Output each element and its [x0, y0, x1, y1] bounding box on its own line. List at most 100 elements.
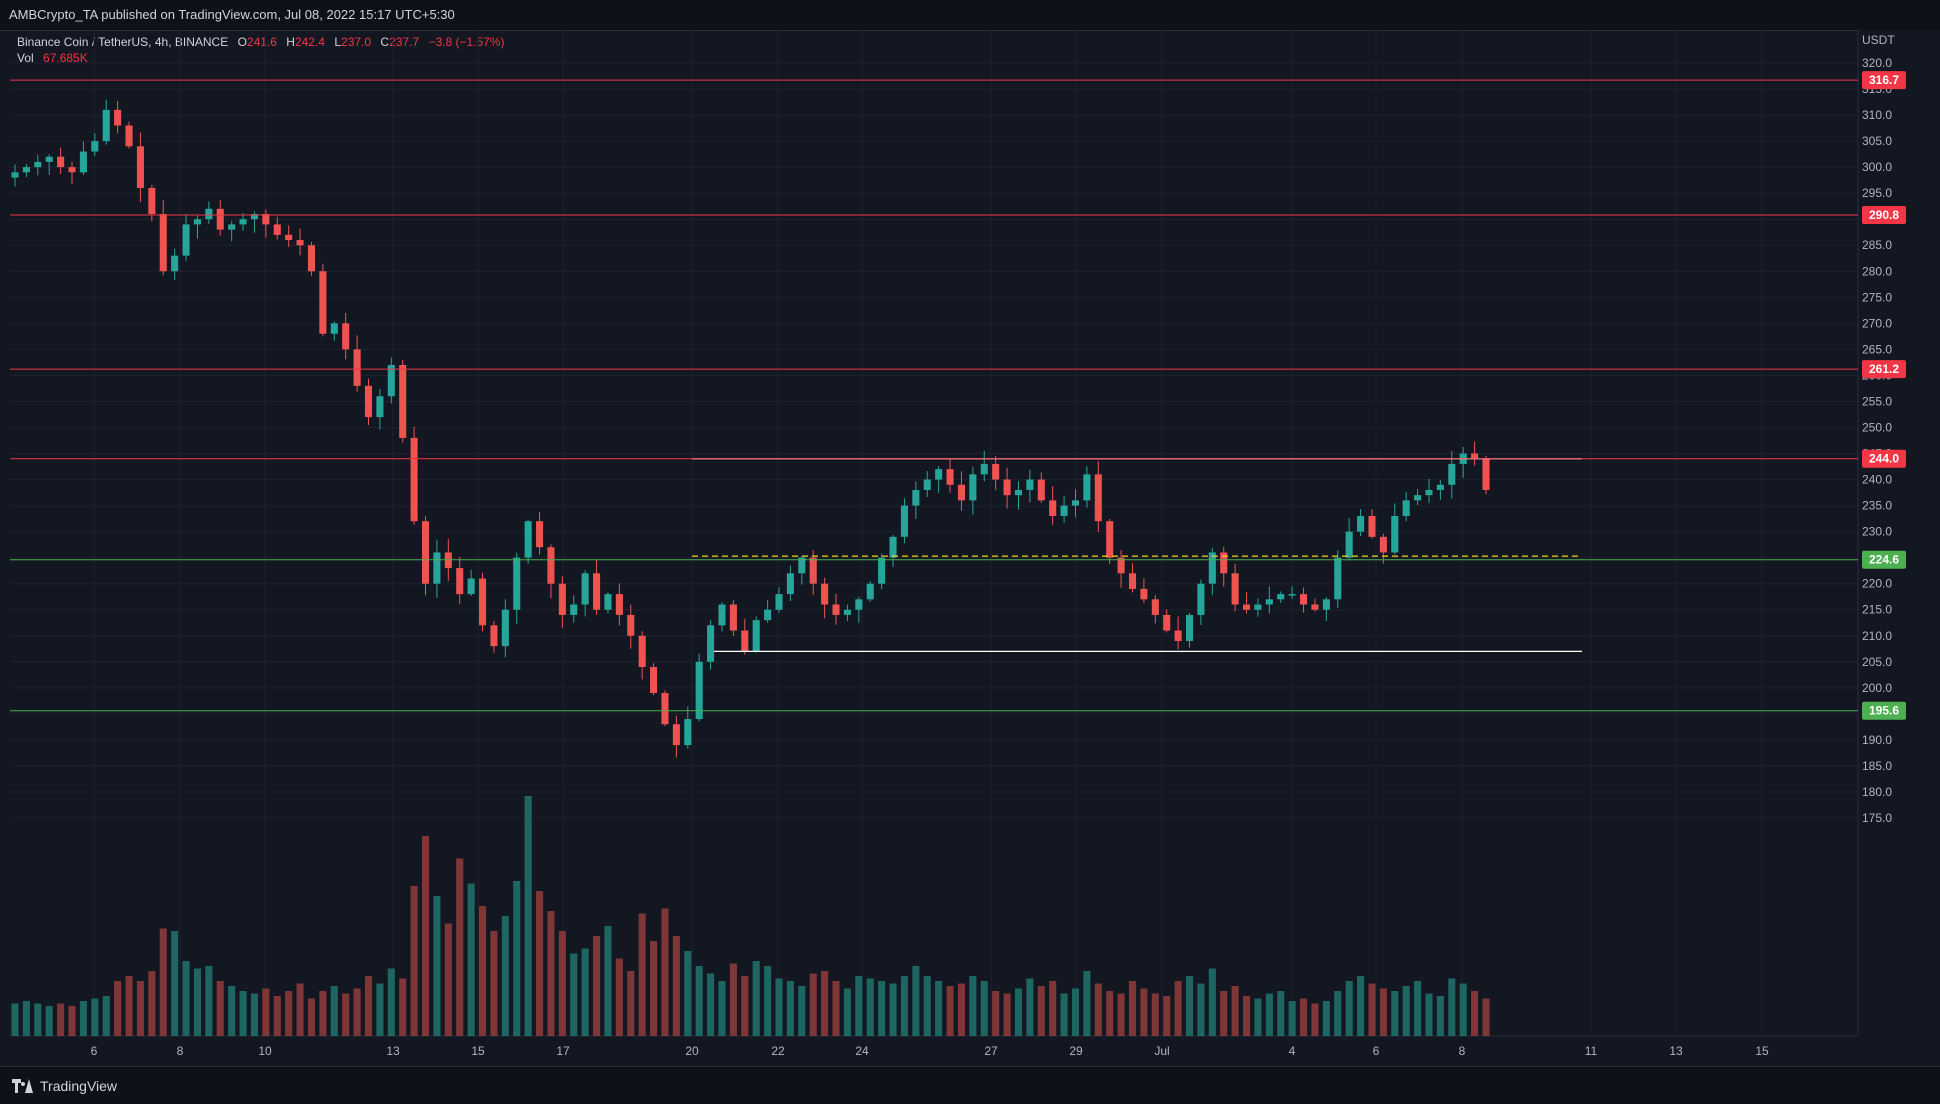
- x-tick-label: 11: [1585, 1044, 1598, 1058]
- volume-bar: [1128, 981, 1137, 1036]
- volume-bar: [1231, 986, 1239, 1036]
- candle-body: [650, 667, 658, 694]
- candle-body: [1014, 489, 1023, 496]
- publisher-caption: AMBCrypto_TA published on TradingView.co…: [9, 7, 455, 22]
- candle-body: [1117, 557, 1125, 574]
- candle-body: [307, 245, 316, 272]
- candle-body: [1482, 458, 1490, 490]
- candle-body: [1300, 594, 1308, 605]
- open-value: 241.6: [246, 35, 277, 49]
- y-tick-label: 300.0: [1862, 160, 1892, 174]
- volume-bar: [1288, 1001, 1296, 1036]
- volume-bar: [319, 991, 327, 1036]
- volume-bar: [376, 983, 384, 1036]
- volume-bar: [250, 993, 259, 1036]
- volume-bar: [353, 988, 361, 1036]
- low-label: L: [334, 35, 342, 49]
- volume-bar: [1106, 991, 1114, 1036]
- candle-body: [878, 557, 886, 584]
- volume-bar: [1379, 988, 1387, 1036]
- volume-bar: [593, 936, 601, 1036]
- volume-bar: [1345, 981, 1353, 1036]
- x-tick-label: 6: [91, 1044, 98, 1058]
- tradingview-brand[interactable]: TradingView: [12, 1078, 117, 1094]
- volume-bar: [34, 1003, 42, 1036]
- volume-bar: [547, 911, 555, 1036]
- volume-bar: [433, 896, 441, 1036]
- level-tag-label: 195.6: [1869, 704, 1899, 718]
- candle-body: [433, 552, 441, 584]
- candle-body: [296, 240, 304, 246]
- y-tick-label: 305.0: [1862, 134, 1892, 148]
- volume-bar: [1242, 996, 1251, 1036]
- volume-bar: [581, 948, 589, 1036]
- volume-label[interactable]: Vol: [17, 51, 34, 65]
- candle-body: [1049, 500, 1057, 516]
- top-bar: AMBCrypto_TA published on TradingView.co…: [0, 0, 1940, 31]
- price-chart[interactable]: 175.0180.0185.0190.0195.0200.0205.0210.0…: [0, 0, 1940, 1066]
- x-tick-label: 13: [1669, 1044, 1683, 1058]
- volume-bar: [1459, 983, 1467, 1036]
- volume-bar: [741, 976, 749, 1036]
- candle-body: [91, 141, 99, 152]
- volume-bar: [1094, 983, 1102, 1036]
- symbol-name[interactable]: Binance Coin / TetherUS, 4h, BINANCE: [17, 35, 229, 49]
- candle-body: [1368, 516, 1376, 537]
- candle-body: [330, 323, 338, 334]
- volume-bar: [387, 968, 395, 1036]
- y-tick-label: 280.0: [1862, 264, 1892, 278]
- volume-bar: [421, 836, 430, 1036]
- candle-body: [1094, 474, 1102, 522]
- x-tick-label: 10: [258, 1044, 272, 1058]
- candle-body: [843, 609, 851, 615]
- high-label: H: [286, 35, 295, 49]
- candle-body: [342, 323, 350, 350]
- volume-bar: [1414, 981, 1422, 1036]
- volume-bar: [946, 986, 954, 1036]
- candle-body: [376, 396, 384, 418]
- candle-body: [353, 349, 361, 386]
- candle-body: [501, 609, 509, 647]
- candle-body: [478, 578, 487, 626]
- volume-bar: [193, 968, 201, 1036]
- x-tick-label: 24: [855, 1044, 869, 1058]
- candle-body: [809, 557, 817, 584]
- volume-bar: [45, 1006, 53, 1036]
- candle-body: [421, 521, 430, 584]
- volume-bar: [1277, 991, 1285, 1036]
- candle-body: [855, 599, 863, 610]
- level-tag-label: 244.0: [1869, 452, 1899, 466]
- volume-bar: [923, 976, 931, 1036]
- volume-bar: [330, 986, 338, 1036]
- volume-bar: [809, 973, 817, 1036]
- volume-bar: [969, 976, 977, 1036]
- candle-body: [319, 271, 327, 334]
- candle-body: [159, 214, 167, 272]
- volume-bar: [205, 966, 213, 1036]
- volume-bar: [1049, 981, 1057, 1036]
- x-tick-label: 6: [1373, 1044, 1380, 1058]
- volume-bar: [855, 976, 863, 1036]
- candle-body: [1163, 614, 1171, 631]
- candle-body: [980, 463, 988, 475]
- candle-body: [752, 620, 760, 652]
- candle-body: [957, 484, 965, 501]
- candle-body: [581, 573, 589, 605]
- y-tick-label: 185.0: [1862, 759, 1892, 773]
- candle-body: [1391, 516, 1399, 553]
- candle-body: [729, 604, 737, 631]
- volume-bar: [672, 936, 680, 1036]
- x-tick-label: 8: [1459, 1044, 1466, 1058]
- volume-bar: [171, 931, 179, 1036]
- candle-body: [1185, 614, 1194, 641]
- volume-bar: [718, 981, 726, 1036]
- candle-body: [1448, 463, 1456, 485]
- volume-bar: [1220, 991, 1228, 1036]
- y-tick-label: 240.0: [1862, 473, 1892, 487]
- volume-bar: [1300, 998, 1308, 1036]
- volume-bar: [684, 951, 692, 1036]
- candle-body: [923, 479, 931, 490]
- volume-bar: [490, 931, 498, 1036]
- volume-bar: [957, 983, 965, 1036]
- volume-bar: [1071, 988, 1080, 1036]
